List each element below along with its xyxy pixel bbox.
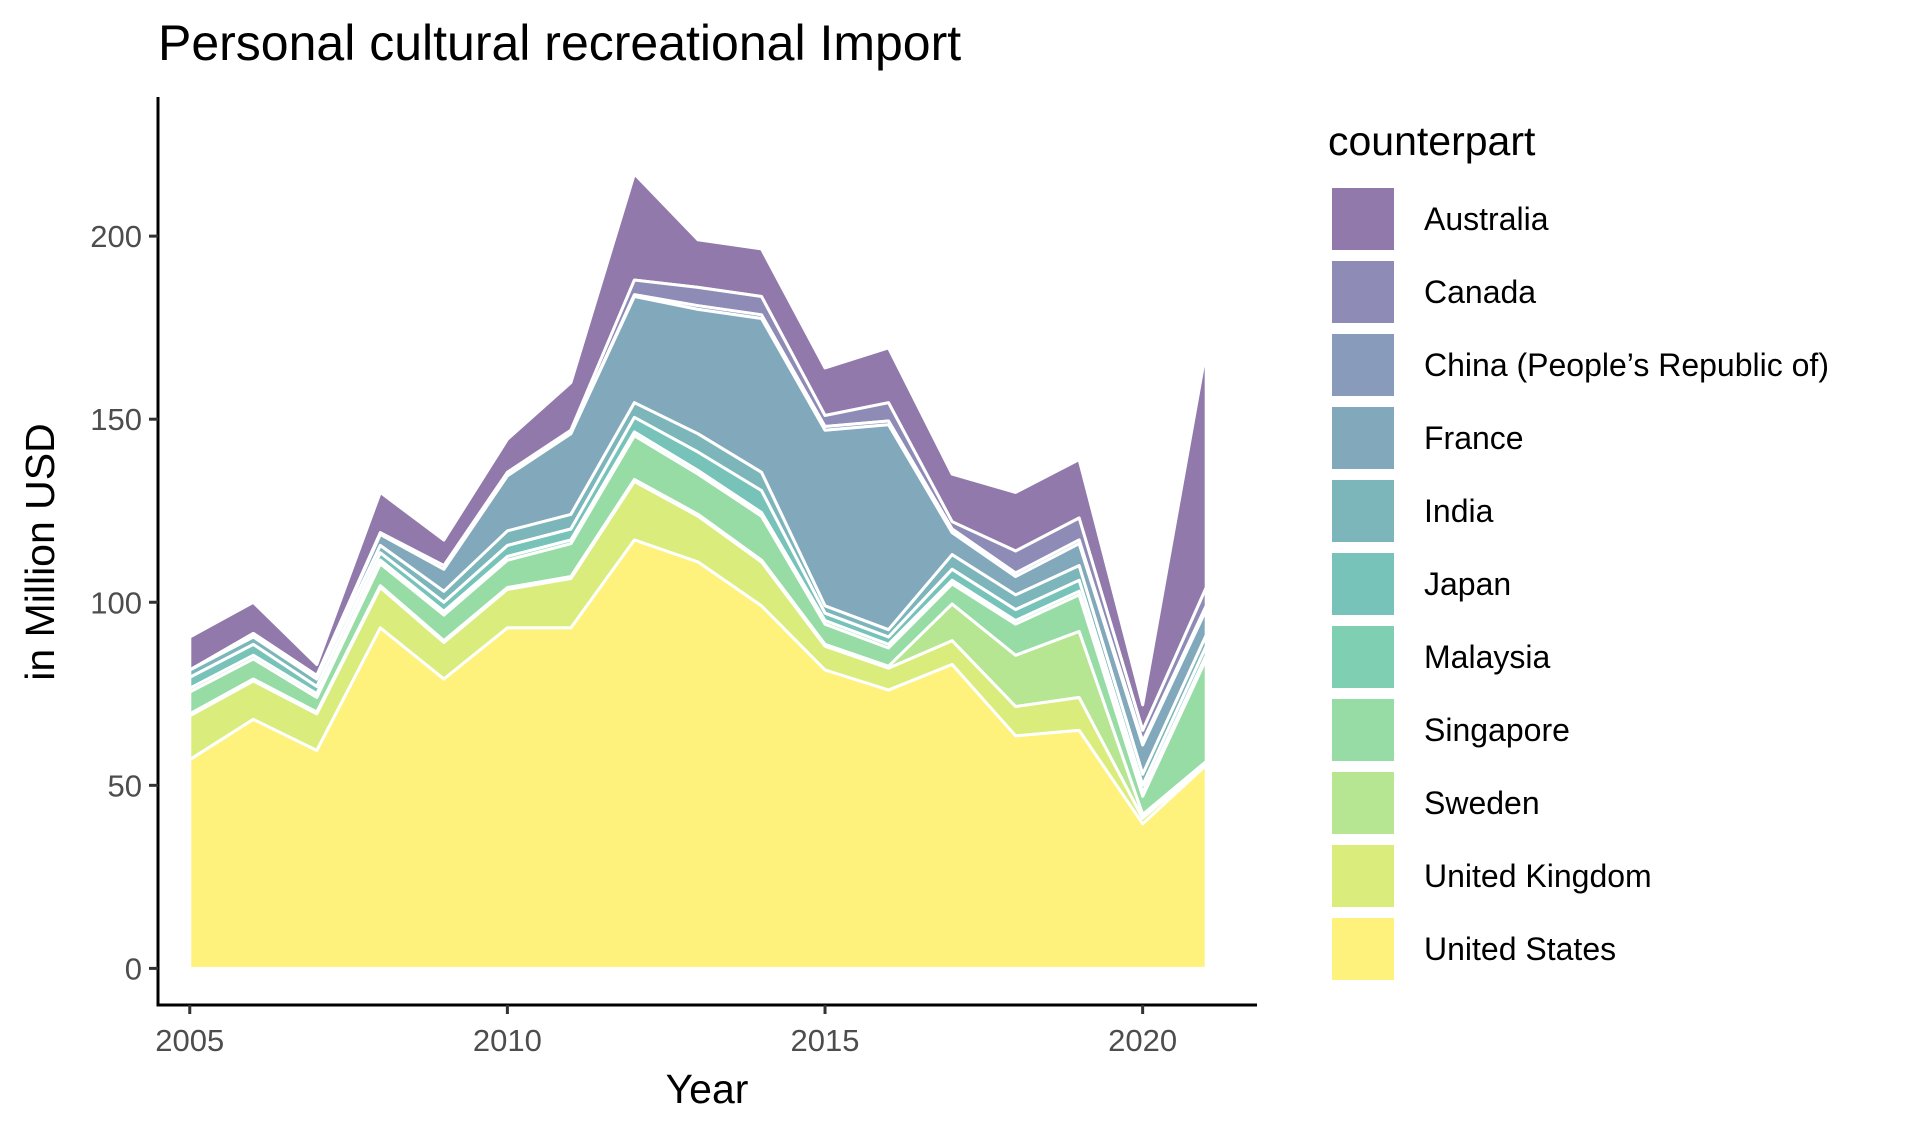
y-tick-label: 50 <box>108 768 142 803</box>
area-united-states <box>188 538 1208 970</box>
y-axis-ticks: 0 50 100 150 200 <box>90 219 158 986</box>
legend-label: Sweden <box>1424 785 1540 821</box>
legend-key <box>1332 480 1394 542</box>
legend-label: United Kingdom <box>1424 858 1652 894</box>
legend-items: Australia Canada China (People’s Republic … <box>1332 188 1829 980</box>
legend-key <box>1332 772 1394 834</box>
y-tick-label: 150 <box>90 402 142 437</box>
legend-label: United States <box>1424 931 1616 967</box>
plot-areas <box>188 172 1208 970</box>
legend-key <box>1332 261 1394 323</box>
x-tick-label: 2005 <box>155 1023 224 1058</box>
legend-label: Malaysia <box>1424 639 1550 675</box>
legend-label: China (People’s Republic of) <box>1424 347 1829 383</box>
legend-key <box>1332 407 1394 469</box>
legend-key <box>1332 699 1394 761</box>
y-tick-label: 0 <box>125 951 142 986</box>
y-axis-title: in Million USD <box>17 423 63 680</box>
chart-title: Personal cultural recreational Import <box>158 15 961 71</box>
x-tick-label: 2020 <box>1108 1023 1177 1058</box>
legend-label: Australia <box>1424 201 1549 237</box>
legend-key <box>1332 845 1394 907</box>
legend-title: counterpart <box>1328 118 1536 164</box>
legend: counterpart Australia Canada China (People… <box>1328 118 1829 980</box>
legend-key <box>1332 188 1394 250</box>
x-axis-ticks: 2005 2010 2015 2020 <box>155 1005 1177 1058</box>
x-tick-label: 2015 <box>791 1023 860 1058</box>
y-tick-label: 200 <box>90 219 142 254</box>
legend-label: Canada <box>1424 274 1536 310</box>
legend-key <box>1332 626 1394 688</box>
legend-key <box>1332 553 1394 615</box>
x-tick-label: 2010 <box>473 1023 542 1058</box>
legend-label: India <box>1424 493 1494 529</box>
legend-label: Japan <box>1424 566 1511 602</box>
legend-label: France <box>1424 420 1524 456</box>
legend-key <box>1332 918 1394 980</box>
y-tick-label: 100 <box>90 585 142 620</box>
x-axis-title: Year <box>666 1066 749 1112</box>
legend-key <box>1332 334 1394 396</box>
legend-label: Singapore <box>1424 712 1570 748</box>
